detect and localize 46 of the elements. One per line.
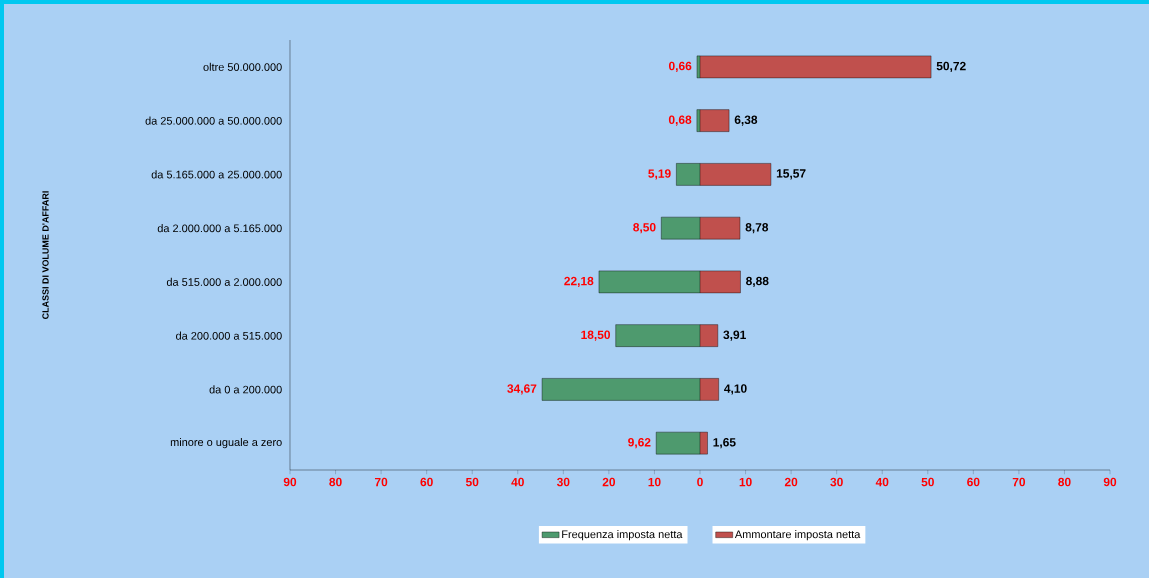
data-label: 34,67 <box>507 384 537 395</box>
y-tick-label: da 2.000.000 a 5.165.000 <box>157 224 282 233</box>
data-label: 8,78 <box>745 223 769 234</box>
x-tick-label: 60 <box>420 477 433 487</box>
legend-label: Ammontare imposta netta <box>734 530 861 541</box>
x-tick-label: 60 <box>967 477 980 487</box>
x-tick-label: 10 <box>739 477 752 487</box>
data-label: 8,50 <box>633 223 656 234</box>
data-label: 0,66 <box>668 61 692 72</box>
x-tick-label: 30 <box>556 477 570 487</box>
data-label: 3,91 <box>723 330 746 341</box>
data-label: 1,65 <box>713 438 736 449</box>
x-tick-label: 0 <box>697 477 703 487</box>
y-tick-label: da 0 a 200.000 <box>209 385 282 394</box>
x-tick-label: 80 <box>1058 477 1071 487</box>
x-tick-label: 90 <box>283 477 297 487</box>
data-label: 0,68 <box>668 115 692 126</box>
y-axis-title: CLASSI DI VOLUME D'AFFARI <box>42 191 49 319</box>
y-tick-label: da 5.165.000 a 25.000.000 <box>151 170 282 179</box>
y-tick-label: da 515.000 a 2.000.000 <box>166 277 282 286</box>
data-label: 8,88 <box>746 276 769 287</box>
data-label: 4,10 <box>724 384 747 395</box>
y-tick-label: da 200.000 a 515.000 <box>176 331 282 340</box>
y-tick-label: oltre 50.000.000 <box>203 62 282 71</box>
x-tick-label: 20 <box>602 477 616 487</box>
x-tick-label: 20 <box>784 477 798 487</box>
legend-label: Frequenza imposta netta <box>562 530 683 541</box>
data-label: 50,72 <box>936 61 966 72</box>
data-label: 22,18 <box>564 276 594 287</box>
data-label: 5,19 <box>648 169 671 180</box>
x-tick-label: 30 <box>830 477 843 487</box>
y-tick-label: minore o uguale a zero <box>170 438 282 449</box>
data-label: 6,38 <box>734 115 758 126</box>
x-tick-label: 40 <box>511 477 524 487</box>
x-tick-label: 50 <box>465 477 479 487</box>
data-label: 9,62 <box>628 438 651 449</box>
x-tick-label: 90 <box>1103 477 1117 487</box>
x-tick-label: 50 <box>921 477 934 487</box>
y-tick-label: da 25.000.000 a 50.000.000 <box>145 116 282 125</box>
data-label: 15,57 <box>776 169 806 180</box>
x-tick-label: 40 <box>875 477 889 487</box>
data-label: 18,50 <box>581 330 611 341</box>
x-tick-label: 70 <box>374 477 388 487</box>
x-tick-label: 10 <box>648 477 661 487</box>
x-tick-label: 80 <box>329 477 342 487</box>
x-tick-label: 70 <box>1012 477 1026 487</box>
